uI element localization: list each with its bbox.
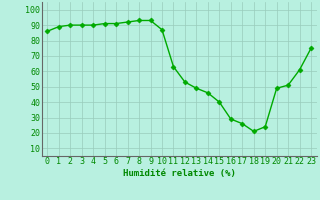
X-axis label: Humidité relative (%): Humidité relative (%)	[123, 169, 236, 178]
